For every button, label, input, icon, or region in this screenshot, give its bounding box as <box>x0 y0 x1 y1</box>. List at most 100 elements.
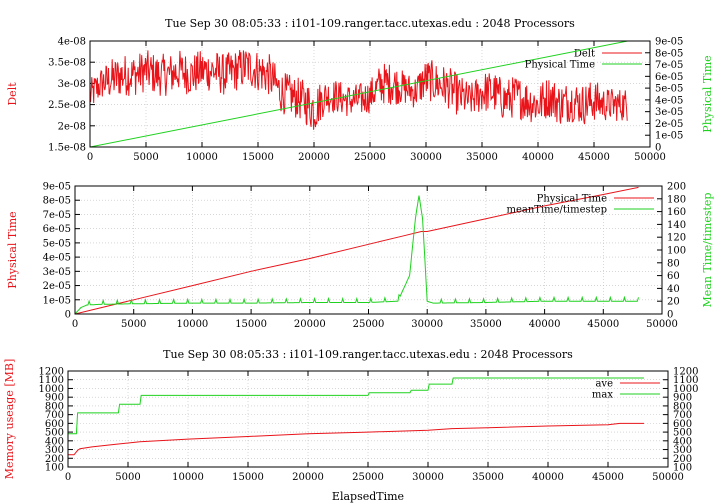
x-tick-label: 5000 <box>133 152 158 163</box>
y2-tick-label: 0 <box>655 143 661 154</box>
y2-tick-label: 2e-05 <box>655 119 683 130</box>
x-tick-label: 35000 <box>470 319 502 330</box>
y-tick-label: 7e-05 <box>43 210 71 221</box>
y2-tick-label: 120 <box>667 233 686 244</box>
series-line-delt <box>90 49 628 130</box>
y2-tick-label: 100 <box>673 463 692 474</box>
x-tick-label: 15000 <box>242 152 274 163</box>
x-tick-label: 30000 <box>412 472 444 483</box>
y2-axis-label: Physical Time <box>701 55 714 132</box>
y-axis-label: Memory useage [MB] <box>3 359 16 480</box>
y-tick-label: 100 <box>45 463 64 474</box>
legend-label: ave <box>595 379 613 390</box>
x-tick-label: 35000 <box>472 472 504 483</box>
legend-label: max <box>592 390 613 401</box>
y-tick-label: 1200 <box>39 367 64 378</box>
chart-title: Tue Sep 30 08:05:33 : i101-109.ranger.ta… <box>163 348 573 361</box>
x-tick-label: 5000 <box>115 472 140 483</box>
x-tick-label: 10000 <box>176 319 208 330</box>
y2-tick-label: 160 <box>667 207 686 218</box>
y2-tick-label: 140 <box>667 220 686 231</box>
y2-tick-label: 300 <box>673 445 692 456</box>
y2-tick-label: 5e-05 <box>655 84 683 95</box>
y-tick-label: 6e-05 <box>43 224 71 235</box>
x-tick-label: 20000 <box>298 152 330 163</box>
y-tick-label: 5e-05 <box>43 238 71 249</box>
y-axis-label: Delt <box>6 82 19 106</box>
x-tick-label: 40000 <box>522 152 554 163</box>
x-axis-label: ElapsedTime <box>332 490 404 503</box>
y2-tick-label: 1100 <box>673 375 698 386</box>
x-tick-label: 20000 <box>292 472 324 483</box>
x-tick-label: 45000 <box>587 319 619 330</box>
y2-tick-label: 8e-05 <box>655 48 683 59</box>
legend-label: Physical Time <box>525 60 595 71</box>
y-tick-label: 700 <box>45 410 64 421</box>
y-tick-label: 500 <box>45 428 64 439</box>
legend-label: meanTime/timestep <box>506 205 607 216</box>
y2-tick-label: 100 <box>667 246 686 257</box>
y-tick-label: 2.5e-08 <box>48 100 86 111</box>
x-tick-label: 50000 <box>646 319 678 330</box>
y2-tick-label: 200 <box>667 182 686 193</box>
y2-tick-label: 800 <box>673 401 692 412</box>
x-tick-label: 40000 <box>532 472 564 483</box>
x-tick-label: 15000 <box>235 319 267 330</box>
chart-panel-3: Tue Sep 30 08:05:33 : i101-109.ranger.ta… <box>3 348 698 503</box>
plot-frame <box>74 185 663 315</box>
y2-tick-label: 200 <box>673 454 692 465</box>
y2-tick-label: 600 <box>673 419 692 430</box>
y2-tick-label: 9e-05 <box>655 37 683 48</box>
x-tick-label: 15000 <box>232 472 264 483</box>
y2-tick-label: 40 <box>667 284 680 295</box>
y-tick-label: 600 <box>45 419 64 430</box>
y-tick-label: 0 <box>65 310 71 321</box>
y-tick-label: 9e-05 <box>43 182 71 193</box>
y-tick-label: 1e-05 <box>43 295 71 306</box>
plot-frame <box>89 40 651 148</box>
y-tick-label: 3.5e-08 <box>48 58 86 69</box>
y2-tick-label: 80 <box>667 258 680 269</box>
x-tick-label: 0 <box>72 319 78 330</box>
x-tick-label: 35000 <box>466 152 498 163</box>
x-tick-label: 25000 <box>353 319 385 330</box>
y-tick-label: 3e-05 <box>43 267 71 278</box>
y-tick-label: 200 <box>45 454 64 465</box>
x-tick-label: 45000 <box>592 472 624 483</box>
y2-tick-label: 7e-05 <box>655 60 683 71</box>
x-tick-label: 0 <box>65 472 71 483</box>
y-tick-label: 2e-05 <box>43 281 71 292</box>
y-axis-label: Physical Time <box>6 211 19 288</box>
chart-panel-1: Tue Sep 30 08:05:33 : i101-109.ranger.ta… <box>6 17 714 163</box>
y-tick-label: 900 <box>45 393 64 404</box>
plot-frame <box>67 370 669 468</box>
x-tick-label: 10000 <box>172 472 204 483</box>
y-tick-label: 1000 <box>39 384 64 395</box>
x-tick-label: 40000 <box>529 319 561 330</box>
x-tick-label: 30000 <box>411 319 443 330</box>
x-tick-label: 50000 <box>652 472 684 483</box>
series-line-ave <box>68 422 644 456</box>
series-line-physical-time <box>75 186 639 314</box>
y2-tick-label: 1e-05 <box>655 131 683 142</box>
x-tick-label: 50000 <box>634 152 666 163</box>
y-tick-label: 1100 <box>39 375 64 386</box>
y2-tick-label: 0 <box>667 310 673 321</box>
y-tick-label: 300 <box>45 445 64 456</box>
x-tick-label: 5000 <box>121 319 146 330</box>
y-tick-label: 4e-08 <box>58 37 86 48</box>
y-tick-label: 8e-05 <box>43 196 71 207</box>
y2-tick-label: 1000 <box>673 384 698 395</box>
x-tick-label: 25000 <box>354 152 386 163</box>
y2-tick-label: 700 <box>673 410 692 421</box>
y2-tick-label: 6e-05 <box>655 72 683 83</box>
y2-tick-label: 60 <box>667 271 680 282</box>
y2-tick-label: 20 <box>667 297 680 308</box>
legend-label: Delt <box>574 49 595 60</box>
x-tick-label: 0 <box>87 152 93 163</box>
chart-panel-2: 0 5000 10000 15000 20000 25000 30000 35000 40000… <box>6 182 714 331</box>
y-tick-label: 800 <box>45 401 64 412</box>
series-line-physical-time <box>90 41 628 147</box>
